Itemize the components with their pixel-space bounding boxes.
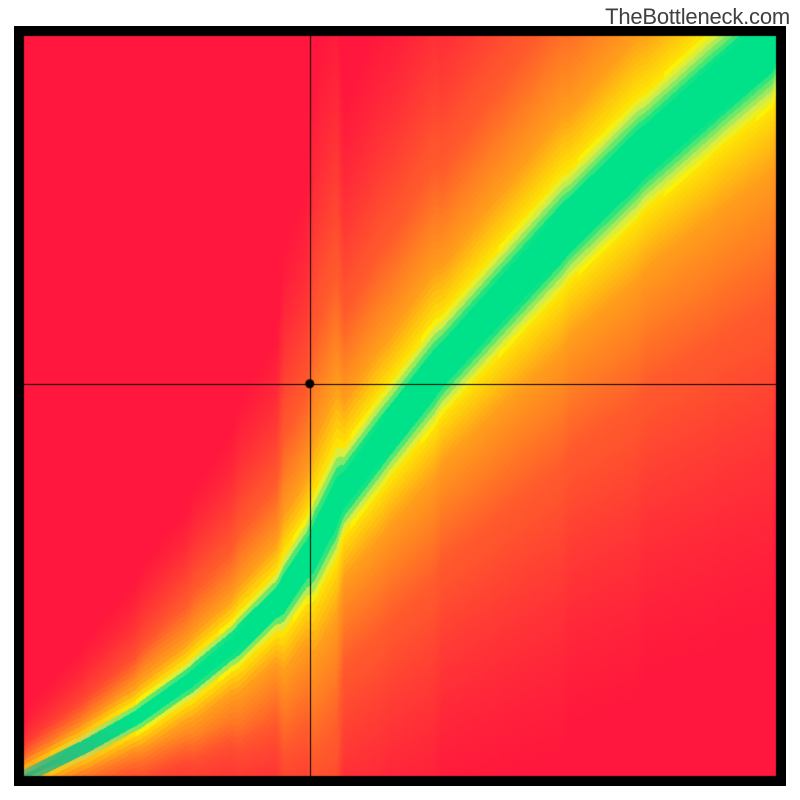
watermark-text: TheBottleneck.com [605, 4, 790, 30]
heatmap-plot [14, 26, 786, 786]
chart-container: TheBottleneck.com [0, 0, 800, 800]
heatmap-canvas [14, 26, 786, 786]
